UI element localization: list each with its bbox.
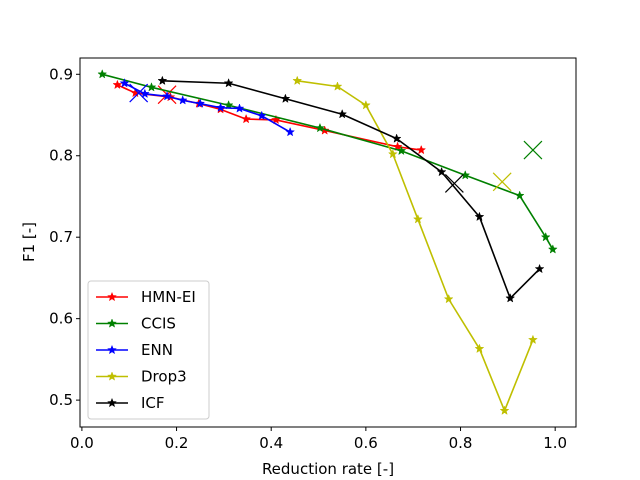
x-axis-label: Reduction rate [-] (262, 460, 394, 478)
data-point-hmn-ei (241, 113, 252, 124)
legend-marker-icf (107, 397, 117, 408)
y-axis-label: F1 [-] (20, 222, 38, 262)
data-point-hmn-ei (112, 79, 123, 90)
legend-entry-hmn-ei: HMN-EI (96, 288, 196, 306)
legend-label-hmn-ei: HMN-EI (141, 288, 196, 306)
data-point-enn (177, 95, 188, 105)
series-icf (157, 75, 545, 303)
data-point-ccis (540, 231, 551, 242)
data-point-drop3 (412, 214, 423, 224)
x-tick-label: 0.0 (70, 434, 94, 452)
legend-entry-enn: ENN (96, 341, 173, 359)
data-point-drop3 (443, 293, 454, 304)
legend-marker-ccis (107, 318, 117, 328)
x-marker-enn (129, 83, 149, 103)
data-point-drop3 (292, 75, 303, 86)
legend-label-drop3: Drop3 (141, 368, 187, 386)
legend-marker-enn (107, 344, 117, 355)
series-drop3 (292, 75, 538, 415)
data-point-enn (119, 78, 130, 88)
data-point-ccis (314, 122, 325, 133)
x-tick-label: 1.0 (543, 434, 567, 452)
x-marker-drop3 (492, 172, 512, 192)
data-point-enn (234, 103, 245, 113)
legend-entry-ccis: CCIS (96, 315, 176, 333)
data-point-enn (139, 88, 150, 99)
y-tick-label: 0.6 (49, 310, 73, 328)
series-layer (97, 69, 558, 415)
legend: HMN-EI CCIS ENN Drop3 ICF (87, 280, 210, 420)
data-point-enn (256, 110, 267, 121)
data-point-enn (162, 91, 173, 101)
data-point-enn (215, 102, 226, 112)
legend-label-ccis: CCIS (141, 315, 176, 333)
data-point-ccis (97, 69, 108, 79)
data-point-ccis (396, 145, 407, 156)
data-point-hmn-ei (392, 141, 403, 152)
data-point-drop3 (332, 81, 343, 91)
x-marker-ccis (523, 140, 543, 160)
legend-marker-drop3 (107, 371, 117, 381)
plot-frame (79, 57, 577, 428)
y-tick-label: 0.9 (49, 65, 73, 83)
legend-marker-hmn-ei (107, 291, 117, 302)
data-point-icf (436, 166, 447, 177)
data-point-icf (157, 75, 168, 86)
data-point-hmn-ei (416, 144, 427, 155)
x-axis-ticks: 0.0 0.2 0.4 0.6 0.8 1.0 (70, 427, 567, 452)
legend-entry-icf: ICF (96, 394, 165, 412)
data-point-ccis (146, 82, 157, 92)
data-point-icf (391, 133, 402, 143)
y-tick-label: 0.7 (49, 228, 73, 246)
data-point-drop3 (360, 100, 371, 110)
data-point-drop3 (387, 148, 398, 159)
data-point-icf (505, 293, 516, 303)
x-tick-label: 0.6 (354, 434, 378, 452)
data-point-drop3 (499, 405, 510, 415)
data-point-enn (285, 126, 296, 137)
y-axis-ticks: 0.5 0.6 0.7 0.8 0.9 (49, 65, 80, 409)
data-point-ccis (547, 244, 558, 254)
x-marker-icf (444, 174, 464, 193)
data-point-icf (534, 263, 545, 274)
data-point-icf (280, 93, 291, 103)
data-point-enn (195, 98, 206, 108)
series-enn (119, 78, 296, 137)
data-point-icf (223, 78, 234, 88)
data-point-hmn-ei (130, 87, 141, 98)
legend-entry-drop3: Drop3 (96, 368, 187, 386)
y-tick-label: 0.5 (49, 391, 73, 409)
legend-label-enn: ENN (141, 341, 173, 359)
x-tick-label: 0.2 (165, 434, 189, 452)
data-point-icf (474, 211, 485, 222)
x-tick-label: 0.8 (449, 434, 473, 452)
x-tick-label: 0.4 (259, 434, 283, 452)
legend-box (87, 280, 210, 420)
series-ccis (97, 69, 558, 254)
data-point-drop3 (527, 334, 538, 345)
data-point-drop3 (474, 343, 485, 354)
legend-label-icf: ICF (141, 394, 165, 412)
data-point-ccis (460, 170, 471, 180)
data-point-ccis (223, 100, 234, 110)
data-point-ccis (514, 190, 525, 200)
data-point-icf (337, 108, 348, 119)
y-tick-label: 0.8 (49, 147, 73, 165)
